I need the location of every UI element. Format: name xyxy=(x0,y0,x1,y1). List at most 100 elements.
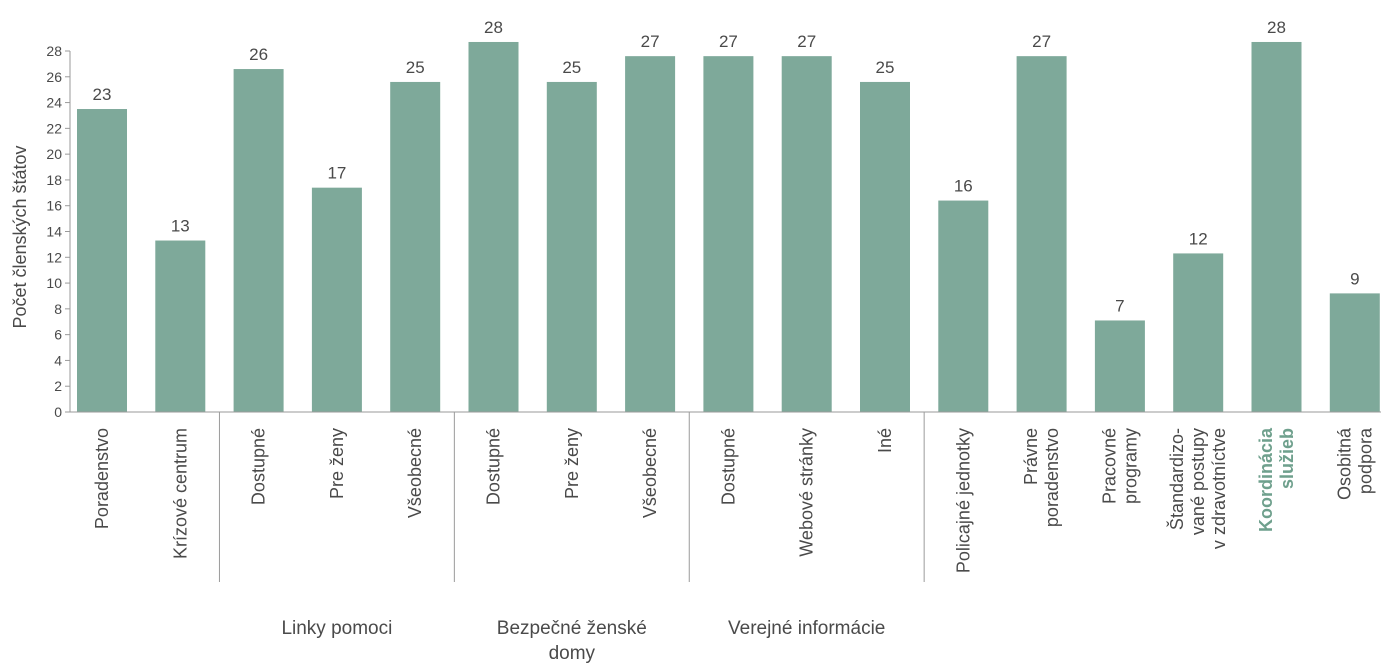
data-label: 7 xyxy=(1115,296,1124,315)
bar xyxy=(546,81,597,412)
group-labels: Linky pomoci Bezpečné ženské domy Verejné i… xyxy=(218,412,925,664)
x-tick-label-line: vané postupy xyxy=(1188,428,1208,535)
y-tick-label: 10 xyxy=(46,275,62,291)
x-tick-label: Poradenstvo xyxy=(92,428,112,529)
bar xyxy=(1173,253,1224,412)
data-label: 26 xyxy=(249,45,268,64)
x-tick-label-line: Pracovné xyxy=(1099,428,1119,504)
y-tick-label: 28 xyxy=(46,43,62,59)
data-label: 16 xyxy=(954,177,973,196)
bar xyxy=(155,240,206,412)
x-tick-label-line: služieb xyxy=(1277,428,1297,489)
bar xyxy=(311,187,362,412)
bar xyxy=(1329,293,1380,412)
data-label: 25 xyxy=(406,58,425,77)
group-label: Verejné informácie xyxy=(728,618,885,639)
bar xyxy=(938,200,989,412)
x-tick-label: Osobitná podpora xyxy=(1334,427,1375,500)
y-tick-label: 18 xyxy=(46,172,62,188)
y-tick-label: 6 xyxy=(54,327,62,343)
x-tick-label: Všeobecné xyxy=(405,428,425,518)
x-tick-label: Koordinácia služieb xyxy=(1256,427,1297,532)
data-label: 27 xyxy=(719,32,738,51)
y-tick-label: 22 xyxy=(46,120,62,136)
y-tick-label: 2 xyxy=(54,378,62,394)
x-tick-label: Dostupné xyxy=(484,428,504,505)
x-tick-label: Dostupné xyxy=(249,428,269,505)
x-tick-label: Krízové centrum xyxy=(170,428,190,559)
x-tick-label-line: Dostupné xyxy=(718,428,738,505)
bars: 23 13 26 17 25 28 25 27 27 27 25 16 27 7 12 28 9 xyxy=(77,18,1380,413)
data-label: 27 xyxy=(641,32,660,51)
x-tick-label-line: Webové stránky xyxy=(797,428,817,557)
x-tick-label-line: v zdravotníctve xyxy=(1209,428,1229,549)
x-tick-label-line: Dostupné xyxy=(249,428,269,505)
x-tick-label-line: Všeobecné xyxy=(405,428,425,518)
group-label: Bezpečné ženské domy xyxy=(497,618,647,664)
x-axis: Poradenstvo Krízové centrum Dostupné Pre že… xyxy=(70,411,1381,573)
data-label: 12 xyxy=(1189,229,1208,248)
x-tick-label: Všeobecné xyxy=(640,428,660,518)
x-tick-label: Dostupné xyxy=(718,428,738,505)
x-tick-label-line: Iné xyxy=(875,428,895,453)
data-label: 9 xyxy=(1350,269,1359,288)
x-tick-label-line: Poradenstvo xyxy=(92,428,112,529)
data-label: 13 xyxy=(171,217,190,236)
bar xyxy=(703,56,754,413)
x-tick-label: Webové stránky xyxy=(797,428,817,557)
x-tick-label-line: podpora xyxy=(1355,427,1375,494)
bar xyxy=(781,56,832,413)
x-tick-label: Štandardizo-vané postupy v zdravotníctve xyxy=(1166,428,1229,549)
bar xyxy=(468,41,519,412)
group-label: Linky pomoci xyxy=(281,618,392,639)
y-tick-label: 20 xyxy=(46,146,62,162)
x-tick-label-line: poradenstvo xyxy=(1042,428,1062,527)
group-label-line: Verejné informácie xyxy=(728,618,885,639)
bar xyxy=(390,81,441,412)
x-tick-label: Pre ženy xyxy=(327,428,347,499)
y-tick-label: 4 xyxy=(54,352,62,368)
data-label: 28 xyxy=(1267,18,1286,37)
data-label: 17 xyxy=(327,164,346,183)
x-tick-label-line: Krízové centrum xyxy=(170,428,190,559)
bar xyxy=(77,109,127,413)
bar xyxy=(233,69,284,413)
bar xyxy=(860,81,910,412)
bar xyxy=(1251,41,1302,412)
x-tick-label-line: Pre ženy xyxy=(562,428,582,499)
y-tick-label: 16 xyxy=(46,198,62,214)
x-tick-label: Pre ženy xyxy=(562,428,582,499)
x-tick-label-line: Pre ženy xyxy=(327,428,347,499)
data-label: 27 xyxy=(1032,32,1051,51)
data-label: 28 xyxy=(484,18,503,37)
y-axis-title: Počet členských štátov xyxy=(10,145,30,328)
y-tick-label: 12 xyxy=(46,249,62,265)
x-tick-label: Pracovné programy xyxy=(1099,428,1140,504)
x-tick-label: Policajné jednotky xyxy=(953,428,973,573)
data-label: 25 xyxy=(876,58,895,77)
y-tick-label: 26 xyxy=(46,69,62,85)
bar xyxy=(625,56,676,413)
group-label-line: domy xyxy=(549,643,596,664)
group-label-line: Linky pomoci xyxy=(281,618,392,639)
y-tick-label: 24 xyxy=(46,95,62,111)
x-tick-label-line: Osobitná xyxy=(1334,427,1354,500)
x-tick-label-line: Všeobecné xyxy=(640,428,660,518)
x-tick-label-line: Policajné jednotky xyxy=(953,428,973,573)
data-label: 25 xyxy=(562,58,581,77)
data-label: 27 xyxy=(797,32,816,51)
bar xyxy=(1094,320,1145,412)
group-label-line: Bezpečné ženské xyxy=(497,618,647,639)
y-tick-label: 8 xyxy=(54,301,62,317)
data-label: 23 xyxy=(93,85,112,104)
bar xyxy=(1016,56,1067,413)
y-tick-label: 14 xyxy=(46,224,62,240)
x-tick-label-line: Štandardizo- xyxy=(1166,428,1187,530)
x-tick-label-line: Právne xyxy=(1021,428,1041,485)
y-tick-label: 0 xyxy=(54,404,62,420)
x-tick-label: Právne poradenstvo xyxy=(1021,428,1062,527)
x-tick-label-line: Dostupné xyxy=(484,428,504,505)
x-tick-label-line: programy xyxy=(1120,428,1140,504)
